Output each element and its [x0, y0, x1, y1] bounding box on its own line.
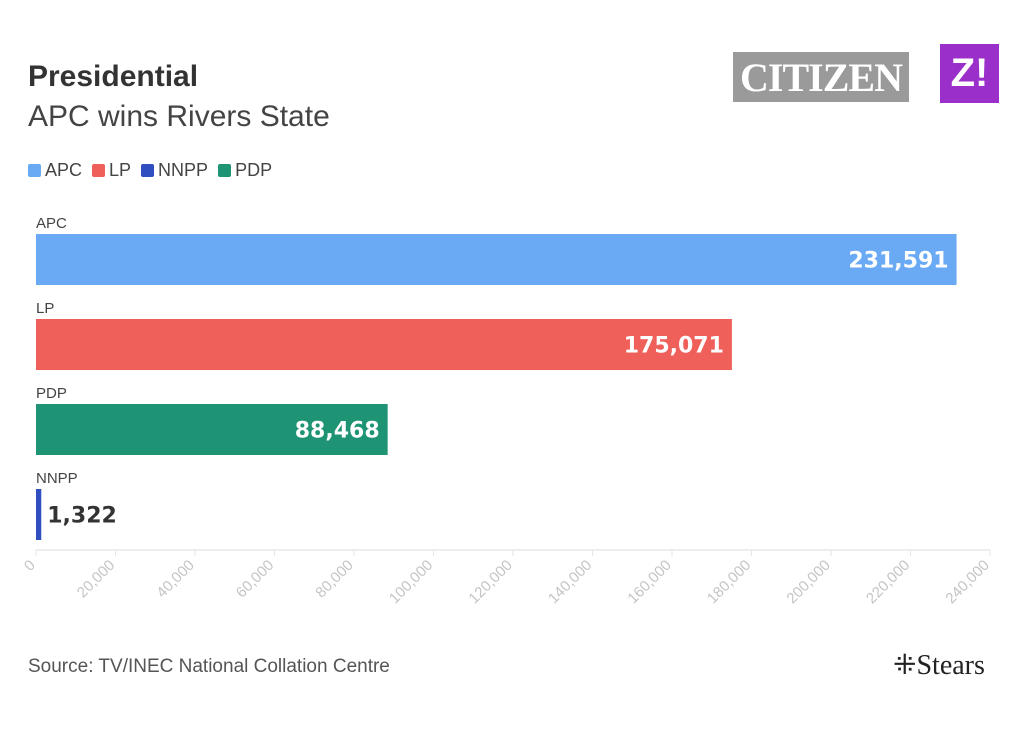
- bar-nnpp: [36, 489, 42, 540]
- legend-swatch: [141, 164, 155, 177]
- category-label: APC: [36, 215, 67, 232]
- bar-pdp: [36, 404, 388, 455]
- value-label: 88,468: [295, 419, 380, 444]
- legend-item-pdp: PDP: [218, 160, 272, 181]
- x-tick-label: 200,000: [783, 557, 833, 607]
- x-tick-label: 220,000: [863, 557, 913, 607]
- x-tick-label: 20,000: [74, 557, 118, 601]
- x-tick-label: 100,000: [386, 557, 436, 607]
- category-label: NNPP: [36, 470, 78, 487]
- legend: APC LP NNPP PDP: [28, 160, 272, 181]
- citizen-logo: CITIZEN: [733, 52, 909, 102]
- x-tick-label: 60,000: [233, 557, 277, 601]
- x-tick-label: 180,000: [704, 557, 754, 607]
- x-tick-label: 40,000: [153, 557, 197, 601]
- stears-logo: ⁜Stears: [893, 648, 985, 682]
- value-label: 175,071: [624, 334, 724, 359]
- x-tick-label: 120,000: [465, 557, 515, 607]
- x-tick-label: 140,000: [545, 557, 595, 607]
- x-tick-label: 0: [21, 557, 39, 575]
- value-label: 1,322: [47, 504, 117, 529]
- x-tick-label: 240,000: [942, 557, 992, 607]
- legend-item-nnpp: NNPP: [141, 160, 208, 181]
- stears-wordmark: Stears: [916, 650, 985, 681]
- chart-title: Presidential: [28, 60, 199, 93]
- legend-swatch: [92, 164, 106, 177]
- x-tick-label: 160,000: [624, 557, 674, 607]
- legend-swatch: [218, 164, 232, 177]
- bar-apc: [36, 234, 957, 285]
- category-label: LP: [36, 300, 54, 317]
- bar-lp: [36, 319, 732, 370]
- bar-chart: APC 231,591 LP 175,071 PDP 88,468 NNPP 1,322 0 20…: [21, 215, 993, 607]
- chart-subtitle: APC wins Rivers State: [28, 100, 330, 133]
- z-logo: Z!: [940, 44, 999, 103]
- category-label: PDP: [36, 385, 67, 402]
- legend-label: APC: [45, 160, 83, 180]
- legend-label: LP: [109, 160, 132, 180]
- legend-item-apc: APC: [28, 160, 82, 181]
- value-label: 231,591: [848, 249, 948, 274]
- legend-swatch: [28, 164, 41, 177]
- legend-label: PDP: [235, 160, 273, 180]
- x-tick-label: 80,000: [312, 557, 356, 601]
- legend-item-lp: LP: [92, 160, 131, 181]
- source-note: Source: TV/INEC National Collation Centr…: [28, 656, 390, 677]
- legend-label: NNPP: [158, 160, 209, 180]
- stears-mark-icon: ⁜: [893, 650, 917, 681]
